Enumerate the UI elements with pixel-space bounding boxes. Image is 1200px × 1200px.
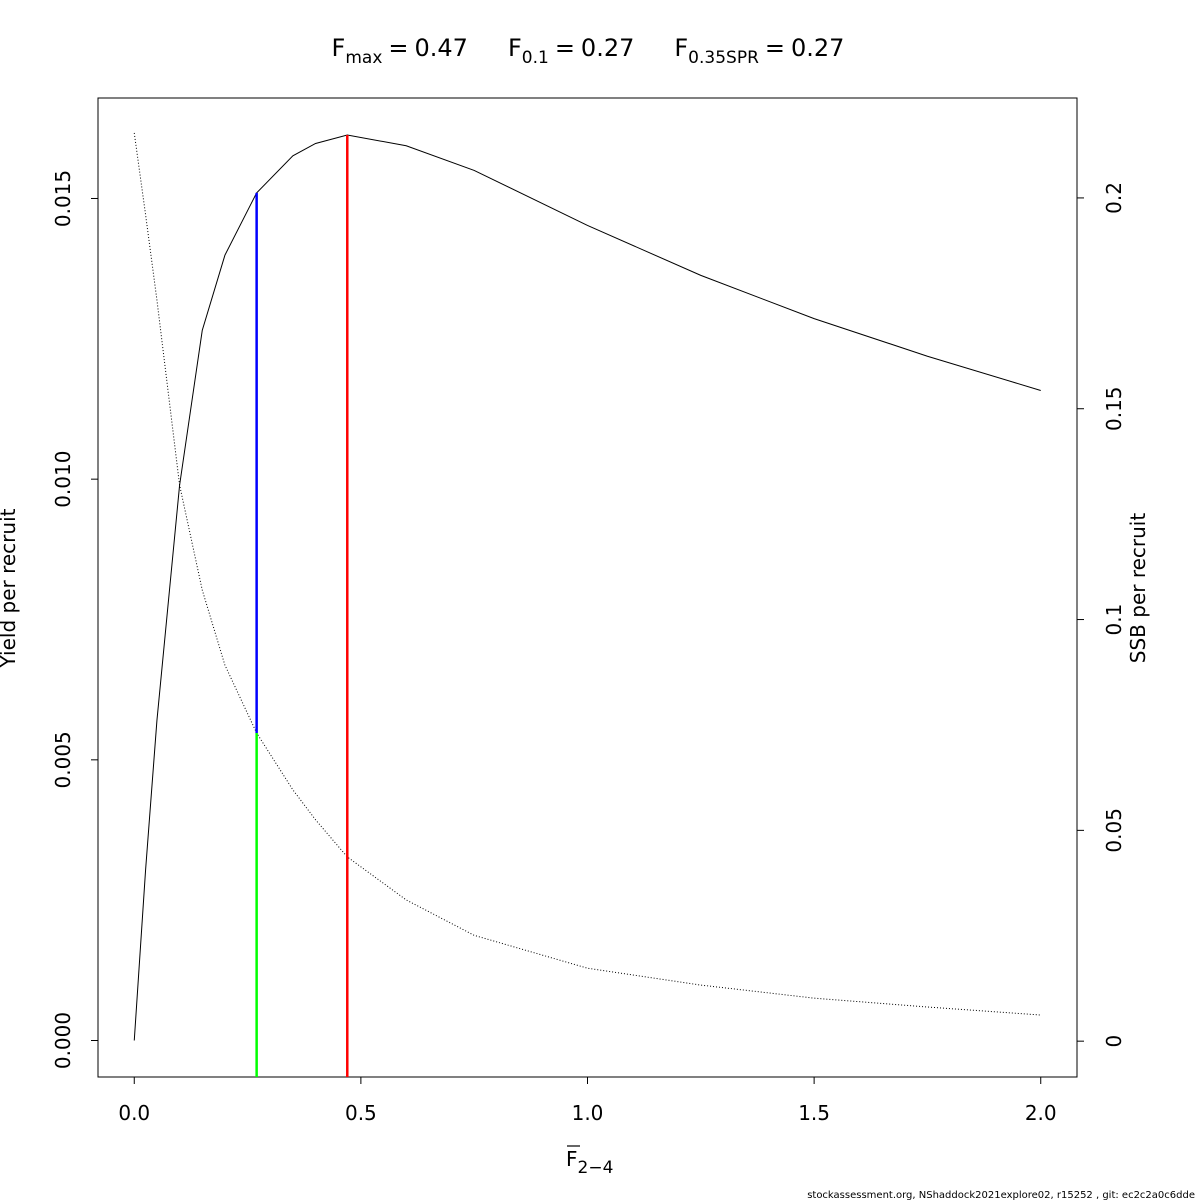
series-line bbox=[133, 132, 1041, 1016]
y-axis-label: Yield per recruit bbox=[0, 508, 20, 668]
title-value: 0.27 bbox=[791, 34, 844, 62]
title-value: 0.47 bbox=[415, 34, 468, 62]
title-subscript: max bbox=[345, 48, 382, 68]
title-relation: = bbox=[765, 34, 785, 62]
x-label-symbol: F bbox=[566, 1147, 578, 1171]
x-tick-label: 0.5 bbox=[345, 1101, 377, 1125]
y-tick-label: 0.010 bbox=[51, 451, 75, 508]
x-label-subscript: 2−4 bbox=[578, 1158, 614, 1178]
y2-tick-label: 0.1 bbox=[1102, 604, 1126, 636]
x-axis-label: F2−4 bbox=[566, 1147, 613, 1178]
title-relation: = bbox=[555, 34, 575, 62]
y-tick-label: 0.005 bbox=[51, 731, 75, 788]
title-subscript: 0.35SPR bbox=[688, 48, 759, 68]
y2-tick-label: 0.2 bbox=[1102, 182, 1126, 214]
x-tick-label: 1.0 bbox=[572, 1101, 604, 1125]
x-tick-label: 0.0 bbox=[118, 1101, 150, 1125]
y2-tick-label: 0.15 bbox=[1102, 386, 1126, 431]
title-symbol: F bbox=[332, 34, 346, 62]
y-tick-label: 0.015 bbox=[51, 170, 75, 227]
series-line bbox=[133, 134, 1041, 1041]
title-relation: = bbox=[388, 34, 408, 62]
footer: stockassessment.org, NShaddock2021explor… bbox=[807, 1190, 1195, 1200]
chart-title: Fmax = 0.47 F0.1 = 0.27 F0.35SPR = 0.27 bbox=[332, 34, 845, 68]
x-tick-label: 2.0 bbox=[1025, 1101, 1057, 1125]
y2-tick-label: 0.05 bbox=[1102, 808, 1126, 853]
plot-frame bbox=[97, 97, 1078, 1078]
title-subscript: 0.1 bbox=[522, 48, 549, 68]
title-symbol: F bbox=[674, 34, 688, 62]
y2-tick-label: 0 bbox=[1102, 1035, 1126, 1048]
x-tick-label: 1.5 bbox=[798, 1101, 830, 1125]
title-symbol: F bbox=[508, 34, 522, 62]
y2-axis-label: SSB per recruit bbox=[1126, 513, 1150, 664]
title-value: 0.27 bbox=[581, 34, 634, 62]
y-tick-label: 0.000 bbox=[51, 1012, 75, 1069]
